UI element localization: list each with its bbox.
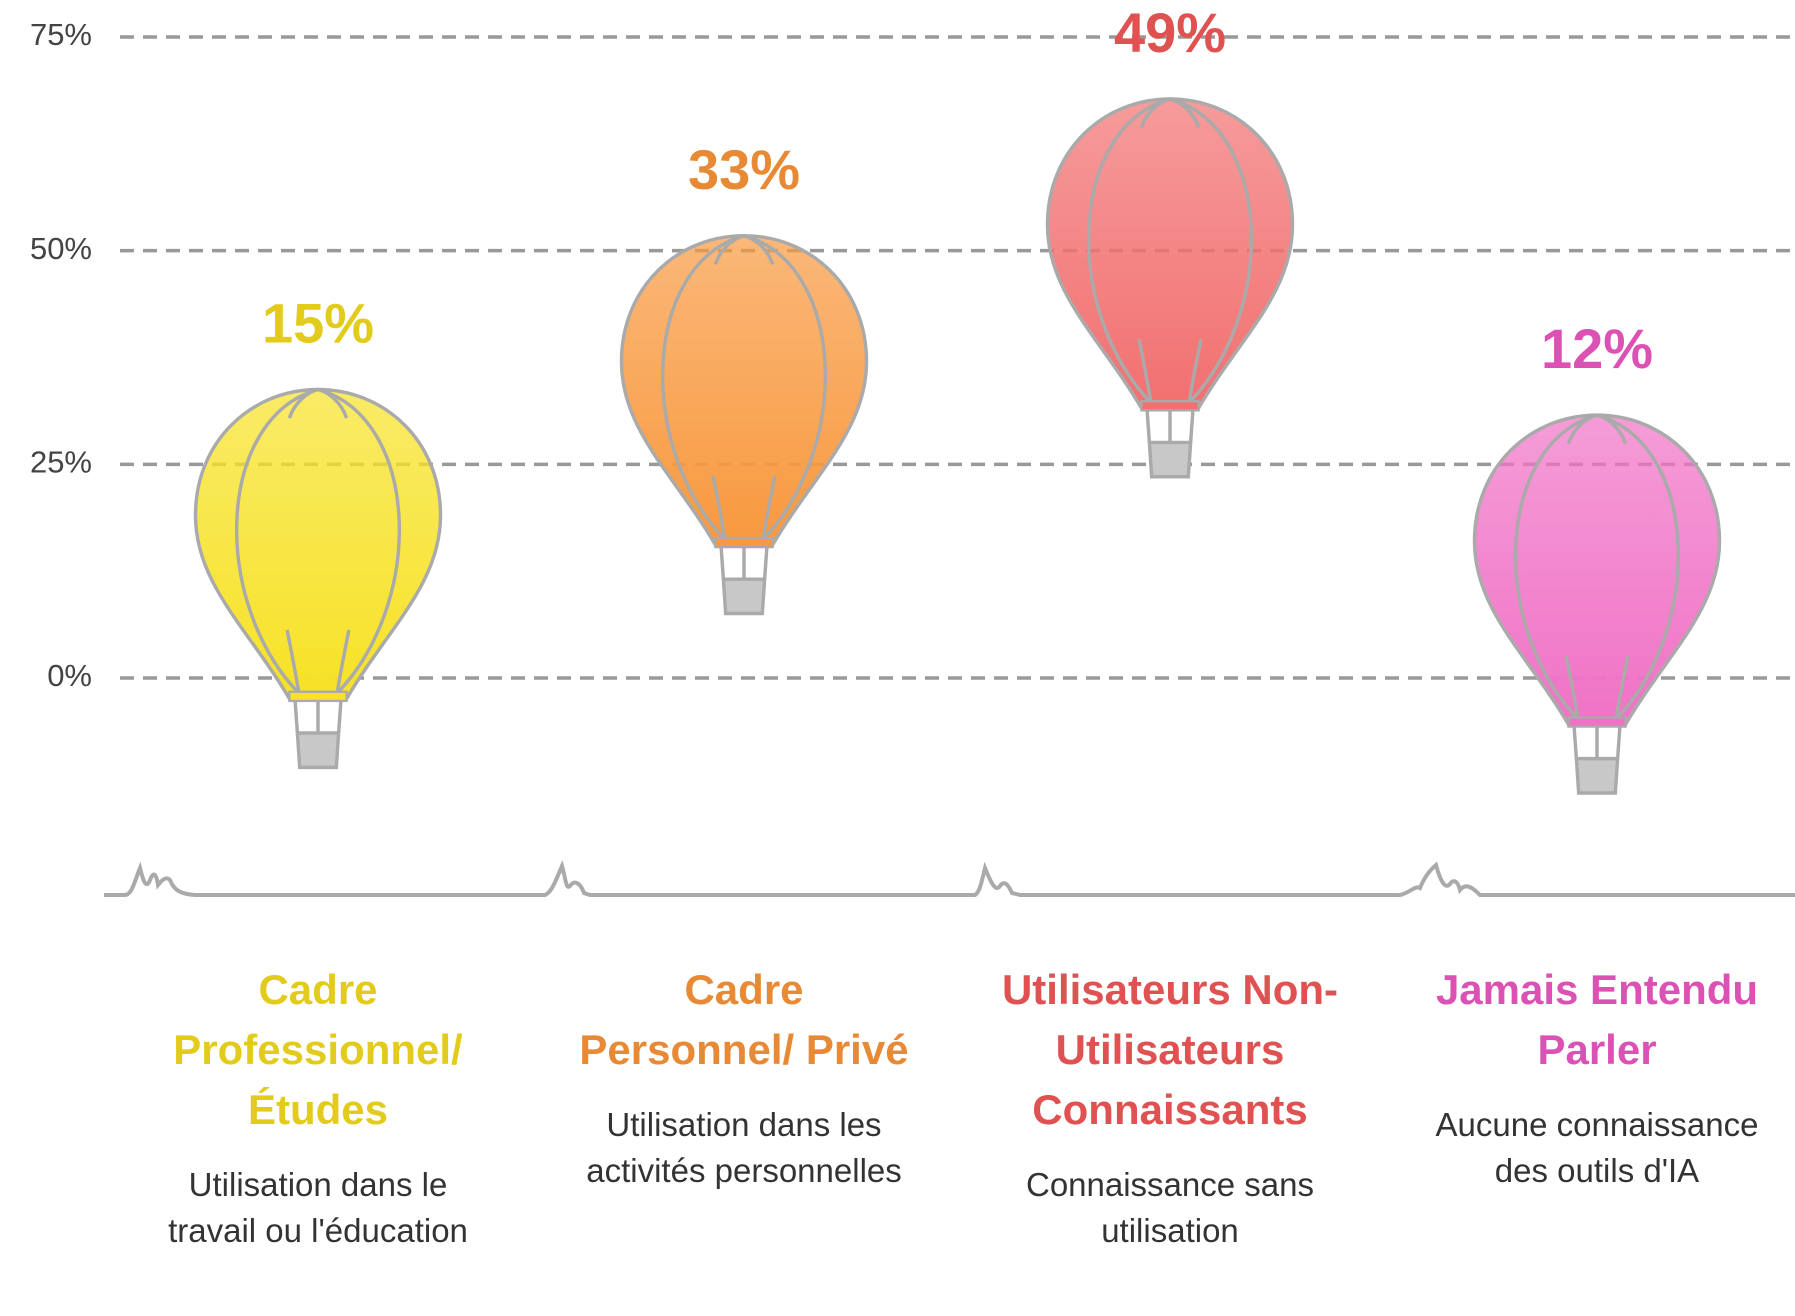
basket [1149,442,1190,476]
basket [723,579,764,613]
category-title: Utilisateurs Non-Utilisateurs Connaissan… [1000,960,1340,1140]
category-description: Aucune connaissance des outils d'IA [1427,1102,1767,1194]
category-column: Jamais Entendu Parler Aucune connaissance… [1397,960,1795,1194]
category-title: Cadre Professionnel/ Études [148,960,488,1140]
skirt [1568,717,1625,726]
envelope [621,236,866,545]
value-label: 49% [1114,1,1226,64]
envelope [1047,99,1292,408]
balloon [1047,99,1292,477]
y-tick-label: 75% [30,17,92,52]
value-label: 12% [1541,317,1653,380]
value-label: 33% [688,138,800,201]
balloon [1474,415,1719,793]
chart: 0% 25% 50% 75% 15% 33% 49% 12% Cadre Profession… [0,0,1795,1316]
basket [1576,759,1617,793]
category-column: Cadre Personnel/ Privé Utilisation dans l… [544,960,944,1194]
rope [1147,410,1193,442]
envelope [195,390,440,699]
skirt [1141,401,1198,410]
rope [721,547,767,579]
category-title: Jamais Entendu Parler [1427,960,1767,1080]
value-label: 15% [262,292,374,355]
rope [295,701,341,733]
skirt [715,538,772,547]
basket [297,733,338,767]
category-description: Connaissance sans utilisation [1000,1162,1340,1254]
y-tick-label: 0% [47,658,92,693]
ground [104,865,1795,895]
balloon [621,236,866,614]
rope [1574,727,1620,759]
y-tick-label: 25% [30,445,92,480]
category-description: Utilisation dans les activités personnel… [574,1102,914,1194]
category-title: Cadre Personnel/ Privé [574,960,914,1080]
category-column: Utilisateurs Non-Utilisateurs Connaissan… [970,960,1370,1254]
balloon [195,390,440,768]
category-column: Cadre Professionnel/ Études Utilisation d… [118,960,518,1254]
category-description: Utilisation dans le travail ou l'éducati… [148,1162,488,1254]
y-tick-label: 50% [30,231,92,266]
skirt [289,692,346,701]
